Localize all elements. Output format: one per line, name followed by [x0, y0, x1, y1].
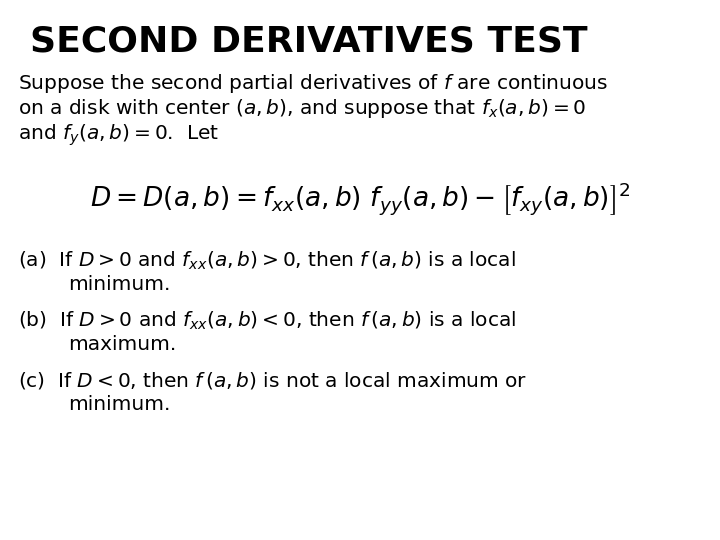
Text: minimum.: minimum.	[68, 275, 171, 294]
Text: (b)  If $D > 0$ and $f_{xx}(a, b) < 0$, then $f\,(a, b)$ is a local: (b) If $D > 0$ and $f_{xx}(a, b) < 0$, t…	[18, 310, 516, 332]
Text: and $f_y(a, b) = 0$.  Let: and $f_y(a, b) = 0$. Let	[18, 122, 219, 147]
Text: (a)  If $D > 0$ and $f_{xx}(a, b) > 0$, then $f\,(a, b)$ is a local: (a) If $D > 0$ and $f_{xx}(a, b) > 0$, t…	[18, 250, 516, 272]
Text: minimum.: minimum.	[68, 395, 171, 414]
Text: $D = D(a,b) = f_{xx}(a,b)\ f_{yy}(a,b) - \left[f_{xy}(a,b)\right]^{2}$: $D = D(a,b) = f_{xx}(a,b)\ f_{yy}(a,b) -…	[90, 180, 630, 217]
Text: on a disk with center $(a, b)$, and suppose that $f_x(a, b) = 0$: on a disk with center $(a, b)$, and supp…	[18, 97, 587, 120]
Text: maximum.: maximum.	[68, 335, 176, 354]
Text: SECOND DERIVATIVES TEST: SECOND DERIVATIVES TEST	[30, 25, 588, 59]
Text: (c)  If $D < 0$, then $f\,(a, b)$ is not a local maximum or: (c) If $D < 0$, then $f\,(a, b)$ is not …	[18, 370, 527, 391]
Text: Suppose the second partial derivatives of $f$ are continuous: Suppose the second partial derivatives o…	[18, 72, 608, 95]
